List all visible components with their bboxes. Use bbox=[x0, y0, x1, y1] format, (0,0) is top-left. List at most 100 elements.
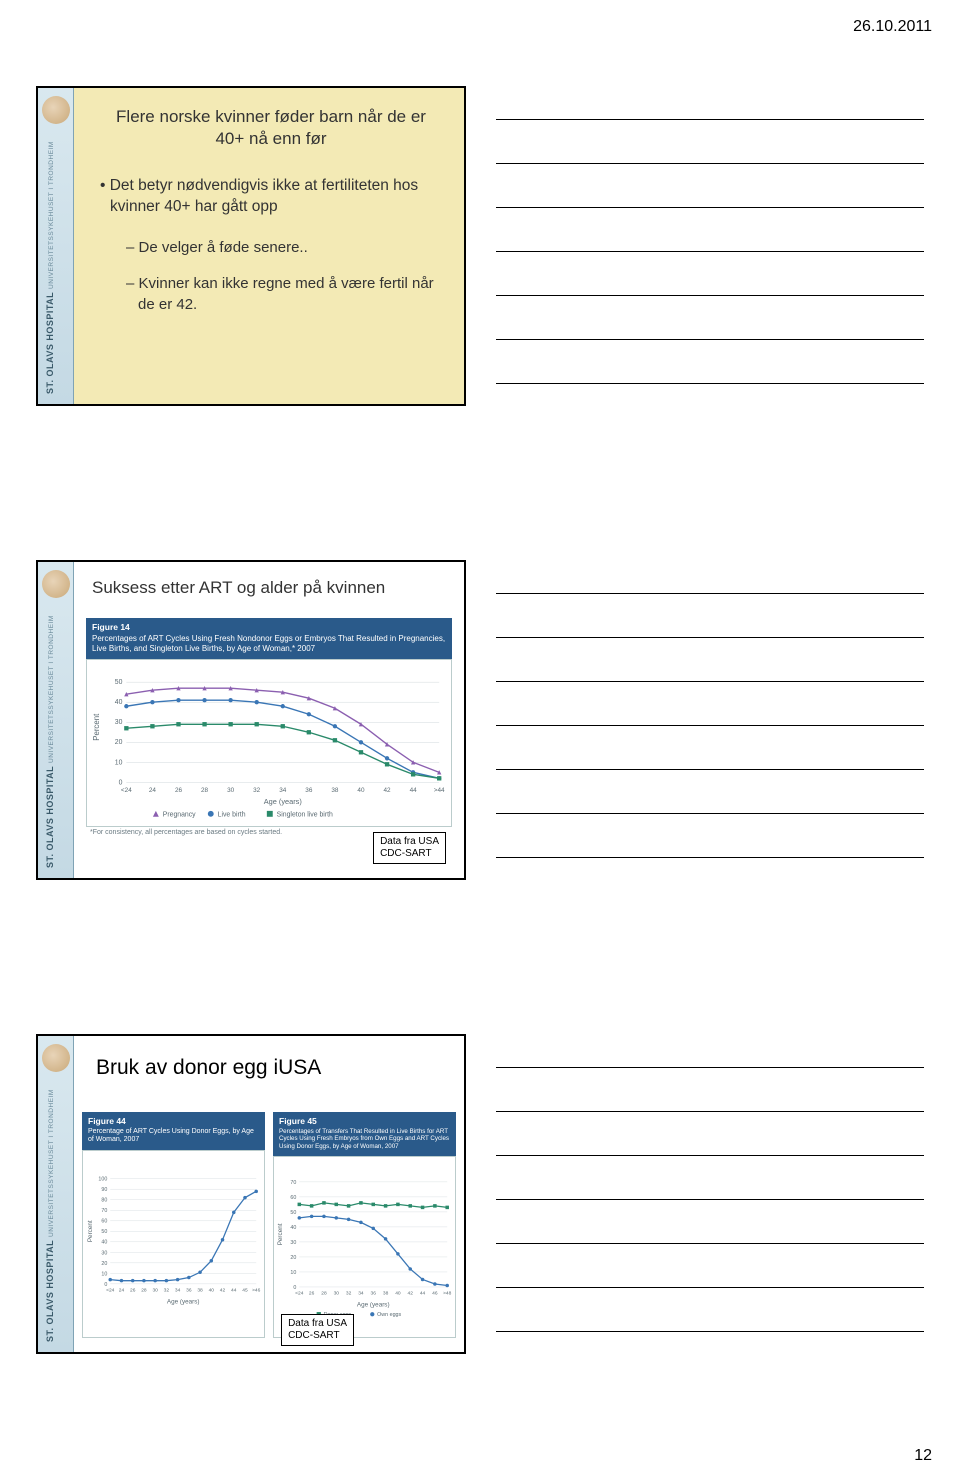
svg-text:Own eggs: Own eggs bbox=[377, 1312, 401, 1318]
svg-text:30: 30 bbox=[334, 1291, 340, 1297]
hospital-name-text: ST. OLAVS HOSPITAL bbox=[45, 1240, 55, 1342]
svg-text:50: 50 bbox=[290, 1210, 296, 1216]
note-line bbox=[496, 1288, 924, 1332]
svg-text:40: 40 bbox=[115, 699, 123, 706]
note-line bbox=[496, 1112, 924, 1156]
svg-text:20: 20 bbox=[115, 739, 123, 746]
page-date: 26.10.2011 bbox=[853, 18, 932, 36]
figure-14-plot: 01020304050<242426283032343638404244>44A… bbox=[86, 659, 452, 827]
svg-text:20: 20 bbox=[290, 1255, 296, 1261]
svg-text:42: 42 bbox=[384, 787, 392, 794]
badge-line1: Data fra USA bbox=[380, 836, 439, 847]
figure-45-label: Figure 45 bbox=[279, 1116, 450, 1127]
slide-sidebar: ST. OLAVS HOSPITAL UNIVERSITETSSYKEHUSET… bbox=[38, 88, 74, 404]
figure-45-block: Figure 45 Percentages of Transfers That … bbox=[273, 1112, 456, 1338]
svg-text:38: 38 bbox=[197, 1288, 203, 1294]
svg-text:34: 34 bbox=[175, 1288, 181, 1294]
svg-text:30: 30 bbox=[290, 1240, 296, 1246]
svg-text:50: 50 bbox=[101, 1229, 107, 1235]
slide-1-title-l2: 40+ nå enn før bbox=[215, 129, 326, 148]
svg-text:32: 32 bbox=[346, 1291, 352, 1297]
slide-3-body: Bruk av donor egg iUSA Figure 44 Percent… bbox=[74, 1036, 464, 1352]
note-line bbox=[496, 1244, 924, 1288]
hospital-name: ST. OLAVS HOSPITAL UNIVERSITETSSYKEHUSET… bbox=[45, 141, 55, 394]
hospital-name: ST. OLAVS HOSPITAL UNIVERSITETSSYKEHUSET… bbox=[45, 1089, 55, 1342]
svg-text:70: 70 bbox=[101, 1208, 107, 1214]
figure-14-svg: 01020304050<242426283032343638404244>44A… bbox=[87, 660, 451, 826]
svg-text:<24: <24 bbox=[295, 1291, 304, 1297]
svg-text:38: 38 bbox=[383, 1291, 389, 1297]
figure-44-label: Figure 44 bbox=[88, 1116, 259, 1127]
svg-text:28: 28 bbox=[141, 1288, 147, 1294]
figure-44-block: Figure 44 Percentage of ART Cycles Using… bbox=[82, 1112, 265, 1338]
note-line bbox=[496, 208, 924, 252]
slide-sidebar: ST. OLAVS HOSPITAL UNIVERSITETSSYKEHUSET… bbox=[38, 562, 74, 878]
svg-text:80: 80 bbox=[101, 1198, 107, 1204]
notes-1 bbox=[496, 86, 924, 406]
note-line bbox=[496, 1156, 924, 1200]
data-source-badge: Data fra USACDC-SART bbox=[373, 832, 446, 864]
svg-text:30: 30 bbox=[101, 1250, 107, 1256]
svg-text:Percent: Percent bbox=[277, 1223, 284, 1245]
svg-text:Pregnancy: Pregnancy bbox=[163, 811, 196, 818]
hospital-name: ST. OLAVS HOSPITAL UNIVERSITETSSYKEHUSET… bbox=[45, 615, 55, 868]
svg-text:Live birth: Live birth bbox=[218, 811, 246, 818]
svg-text:>48: >48 bbox=[443, 1291, 452, 1297]
svg-text:26: 26 bbox=[175, 787, 183, 794]
svg-text:Percent: Percent bbox=[87, 1220, 94, 1242]
badge-line2: CDC-SART bbox=[288, 1330, 339, 1341]
note-line bbox=[496, 252, 924, 296]
svg-text:>44: >44 bbox=[434, 787, 445, 794]
svg-text:Age (years): Age (years) bbox=[167, 1298, 200, 1305]
svg-text:<24: <24 bbox=[121, 787, 132, 794]
slide-1-sub-1: – De velger å føde senere.. bbox=[126, 238, 444, 258]
svg-text:24: 24 bbox=[119, 1288, 125, 1294]
slide-1-bullet-text: Det betyr nødvendigvis ikke at fertilite… bbox=[110, 177, 418, 215]
svg-text:<24: <24 bbox=[106, 1288, 115, 1294]
slide-2-body: Suksess etter ART og alder på kvinnen Fi… bbox=[74, 562, 464, 878]
note-line bbox=[496, 682, 924, 726]
svg-text:60: 60 bbox=[101, 1219, 107, 1225]
note-line bbox=[496, 568, 924, 594]
badge-line2: CDC-SART bbox=[380, 848, 431, 859]
slide-1: ST. OLAVS HOSPITAL UNIVERSITETSSYKEHUSET… bbox=[36, 86, 466, 406]
badge-line1: Data fra USA bbox=[288, 1318, 347, 1329]
figure-14-header: Figure 14 Percentages of ART Cycles Usin… bbox=[86, 618, 452, 659]
svg-text:Age (years): Age (years) bbox=[357, 1301, 390, 1308]
hospital-name-text: ST. OLAVS HOSPITAL bbox=[45, 292, 55, 394]
svg-text:36: 36 bbox=[305, 787, 313, 794]
hospital-logo-icon bbox=[42, 1044, 70, 1072]
hospital-sub-text: UNIVERSITETSSYKEHUSET I TRONDHEIM bbox=[48, 1089, 55, 1237]
note-line bbox=[496, 296, 924, 340]
svg-text:Age (years): Age (years) bbox=[264, 797, 302, 806]
slide-1-title: Flere norske kvinner føder barn når de e… bbox=[98, 106, 444, 150]
note-line bbox=[496, 638, 924, 682]
svg-text:0: 0 bbox=[293, 1285, 296, 1291]
note-line bbox=[496, 770, 924, 814]
svg-text:Singleton live birth: Singleton live birth bbox=[277, 811, 333, 818]
svg-text:44: 44 bbox=[410, 787, 418, 794]
svg-text:Percent: Percent bbox=[92, 713, 101, 741]
slide-2-chart: Figure 14 Percentages of ART Cycles Usin… bbox=[86, 618, 452, 866]
hospital-sub-text: UNIVERSITETSSYKEHUSET I TRONDHEIM bbox=[48, 141, 55, 289]
svg-text:44: 44 bbox=[231, 1288, 237, 1294]
note-line bbox=[496, 1068, 924, 1112]
svg-text:26: 26 bbox=[309, 1291, 315, 1297]
svg-text:34: 34 bbox=[358, 1291, 364, 1297]
note-line bbox=[496, 340, 924, 384]
note-line bbox=[496, 1042, 924, 1068]
svg-text:32: 32 bbox=[164, 1288, 170, 1294]
svg-text:42: 42 bbox=[220, 1288, 226, 1294]
figure-45-svg: 010203040506070<242628303234363840424446… bbox=[274, 1157, 455, 1337]
svg-text:70: 70 bbox=[290, 1180, 296, 1186]
svg-text:45: 45 bbox=[242, 1288, 248, 1294]
svg-text:0: 0 bbox=[119, 779, 123, 786]
slide-1-sub-1-text: De velger å føde senere.. bbox=[139, 239, 308, 256]
hospital-sub-text: UNIVERSITETSSYKEHUSET I TRONDHEIM bbox=[48, 615, 55, 763]
svg-text:28: 28 bbox=[201, 787, 209, 794]
slide-1-title-l1: Flere norske kvinner føder barn når de e… bbox=[116, 107, 426, 126]
svg-text:34: 34 bbox=[279, 787, 287, 794]
page-number: 12 bbox=[914, 1447, 932, 1465]
svg-text:38: 38 bbox=[331, 787, 339, 794]
data-source-badge: Data fra USACDC-SART bbox=[281, 1314, 354, 1346]
